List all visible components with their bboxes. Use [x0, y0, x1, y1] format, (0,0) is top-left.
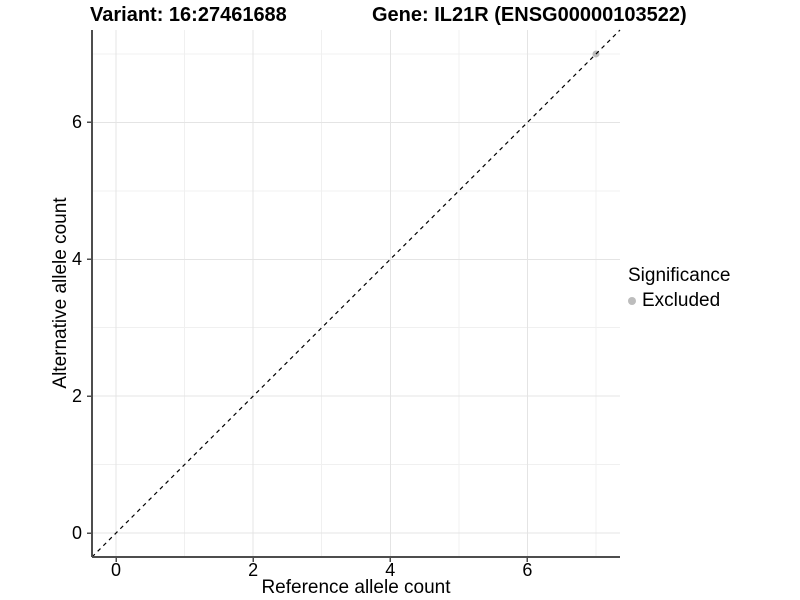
plot-panel	[87, 29, 621, 562]
x-axis-title: Reference allele count	[261, 577, 451, 598]
plot-title-gene: Gene: IL21R (ENSG00000103522)	[372, 4, 687, 26]
legend: Significance Excluded	[628, 265, 730, 312]
legend-entry-label: Excluded	[642, 290, 721, 311]
legend-title: Significance	[628, 265, 731, 286]
y-tick-label-0: 0	[71, 523, 82, 544]
identity-dashed-line	[91, 29, 621, 558]
x-tick-label-6: 6	[522, 560, 533, 580]
plot-canvas	[87, 29, 621, 562]
y-tick-label-6: 6	[71, 112, 82, 133]
gridlines-minor	[92, 30, 620, 557]
plot-title-variant: Variant: 16:27461688	[90, 4, 287, 26]
x-tick-label-2: 2	[248, 560, 259, 580]
legend-entry-excluded: Excluded	[628, 290, 730, 312]
axis-tick-marks	[87, 121, 529, 562]
x-tick-label-4: 4	[385, 560, 396, 580]
y-axis-title: Alternative allele count	[50, 197, 71, 389]
identity-line	[91, 29, 621, 558]
legend-point-icon	[628, 297, 636, 305]
x-tick-label-0: 0	[110, 560, 121, 580]
axis-lines	[91, 30, 620, 558]
y-tick-label-4: 4	[71, 249, 82, 270]
y-tick-label-2: 2	[71, 386, 82, 407]
gridlines-major	[92, 30, 620, 557]
